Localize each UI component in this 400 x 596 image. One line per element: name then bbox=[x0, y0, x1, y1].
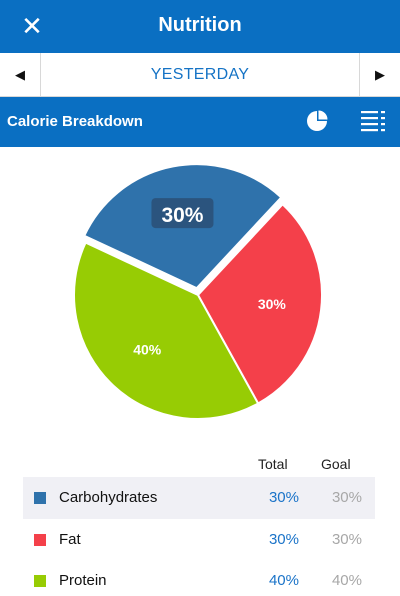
date-navigator: ◀ YESTERDAY ▶ bbox=[0, 53, 400, 97]
close-icon[interactable]: ✕ bbox=[21, 11, 43, 41]
list-icon[interactable] bbox=[360, 109, 386, 133]
legend-swatch bbox=[34, 575, 46, 587]
triangle-left-icon[interactable]: ◀ bbox=[0, 53, 41, 96]
pie-chart-icon[interactable] bbox=[305, 109, 329, 133]
pie-label-protein: 40% bbox=[133, 341, 162, 357]
page-title: Nutrition bbox=[158, 14, 242, 36]
triangle-right-icon[interactable]: ▶ bbox=[359, 53, 400, 96]
legend-goal: 40% bbox=[331, 572, 362, 589]
legend-total: 30% bbox=[268, 531, 299, 548]
legend-goal: 30% bbox=[331, 531, 362, 548]
current-date[interactable]: YESTERDAY bbox=[150, 66, 250, 83]
legend-goal: 30% bbox=[331, 489, 362, 506]
legend-total: 30% bbox=[268, 489, 299, 506]
column-header-total: Total bbox=[258, 456, 288, 472]
legend-row-carbohydrates[interactable]: Carbohydrates 30% 30% bbox=[23, 477, 375, 519]
legend-name: Protein bbox=[59, 572, 107, 589]
legend-name: Carbohydrates bbox=[59, 489, 158, 506]
legend-row-protein[interactable]: Protein 40% 40% bbox=[23, 560, 375, 596]
section-header: Calorie Breakdown bbox=[0, 97, 400, 147]
legend-swatch bbox=[34, 492, 46, 504]
section-title: Calorie Breakdown bbox=[7, 113, 143, 130]
pie-slice-fat[interactable] bbox=[196, 202, 323, 405]
pie-slice-protein[interactable] bbox=[73, 241, 260, 420]
app-header: ✕ Nutrition bbox=[0, 0, 400, 53]
legend-total: 40% bbox=[268, 572, 299, 589]
legend-swatch bbox=[34, 534, 46, 546]
legend-row-fat[interactable]: Fat 30% 30% bbox=[23, 519, 375, 561]
pie-label-badge bbox=[151, 198, 214, 229]
column-header-goal: Goal bbox=[321, 456, 351, 472]
calorie-pie-chart[interactable]: 30% 30% 40% bbox=[0, 147, 400, 447]
legend-name: Fat bbox=[59, 531, 81, 548]
pie-label-carbohydrates: 30% bbox=[161, 204, 203, 227]
pie-label-fat: 30% bbox=[258, 296, 287, 312]
